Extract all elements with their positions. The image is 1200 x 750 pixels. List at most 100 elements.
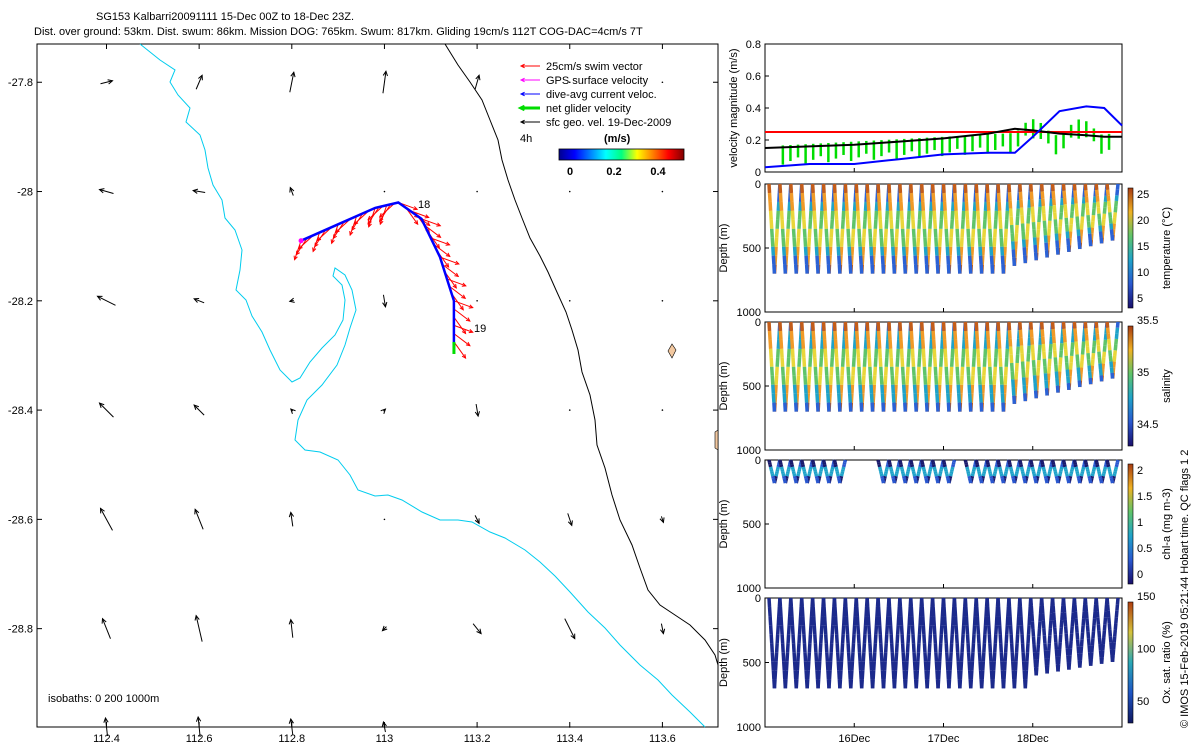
- temperature-profile-seg: [953, 192, 958, 203]
- temperature-profile-seg: [987, 210, 992, 220]
- salinity-profile-seg: [1039, 321, 1044, 330]
- temperature-profile-seg: [949, 228, 954, 238]
- temperature-profile-seg: [1031, 214, 1036, 223]
- temperature-profile-seg: [1042, 220, 1047, 229]
- oxygen-profile-seg: [840, 634, 845, 644]
- legend-label-swim: 25cm/s swim vector: [546, 61, 643, 73]
- oxygen-profile-seg: [879, 643, 884, 653]
- salinity-profile-seg: [771, 393, 776, 403]
- temperature-profile-seg: [959, 246, 964, 256]
- oxygen-profile-seg: [1083, 597, 1088, 605]
- salinity-profile-seg: [888, 339, 893, 349]
- chla-profile-seg: [767, 459, 772, 463]
- oxygen-profile-seg: [839, 652, 844, 662]
- oxygen-profile-seg: [923, 661, 928, 671]
- salinity-profile-seg: [815, 393, 820, 403]
- salinity-profile-seg: [968, 402, 973, 412]
- chla-profile-seg: [1063, 466, 1068, 470]
- salinity-profile-seg: [963, 321, 968, 332]
- oxygen-profile-seg: [1042, 635, 1047, 644]
- temperature-profile-seg: [1091, 208, 1096, 216]
- temperature-profile-seg: [785, 237, 790, 247]
- oxygen-profile-seg: [846, 652, 851, 662]
- temperature-profile-seg: [790, 201, 795, 211]
- salinity-profile-seg: [916, 366, 921, 376]
- chla-profile-seg: [801, 464, 806, 468]
- salinity-profile-seg: [1009, 362, 1014, 372]
- temperature-profile-seg: [1027, 199, 1032, 208]
- temperature-profile-seg: [791, 228, 796, 238]
- temperature-profile-seg: [767, 192, 772, 203]
- chla-profile-seg: [1031, 468, 1036, 472]
- oxygen-profile-seg: [814, 661, 819, 671]
- temperature-profile-seg: [888, 210, 893, 220]
- salinity-profile-seg: [891, 384, 896, 394]
- temperature-profile-seg: [954, 210, 959, 220]
- oxygen-profile-seg: [871, 661, 876, 671]
- oxygen-profile-seg: [1109, 642, 1114, 650]
- swim-vector: [433, 243, 451, 258]
- chla-profile-seg: [891, 478, 896, 482]
- oxygen-profile-seg: [1055, 664, 1060, 672]
- chla-profile-seg: [1060, 464, 1065, 468]
- oxygen-profile-seg: [951, 615, 956, 626]
- oxygen-profile-seg: [928, 634, 933, 644]
- chla-profile-seg: [769, 468, 774, 472]
- temperature-profile-seg: [906, 219, 911, 229]
- temperature-profile-seg: [1047, 220, 1052, 229]
- oxygen-profile-seg: [942, 606, 947, 617]
- surface-geostrophic-arrows: [96, 70, 666, 738]
- chla-colorbar-tick: 1.5: [1137, 491, 1152, 503]
- swim-vector: [293, 240, 302, 261]
- oxygen-profile-seg: [1086, 638, 1091, 646]
- chla-profile-seg: [883, 473, 888, 477]
- oxygen-profile-seg: [907, 615, 912, 626]
- salinity-profile-seg: [972, 339, 977, 349]
- salinity-profile-seg: [795, 384, 800, 394]
- oxygen-profile-seg: [900, 643, 905, 653]
- oxygen-profile-seg: [1066, 662, 1071, 670]
- oxygen-profile-seg: [774, 652, 779, 662]
- temperature-profile-seg: [829, 228, 834, 238]
- chla-profile-seg: [941, 459, 946, 463]
- chla-profile-seg: [943, 468, 948, 472]
- salinity-profile-seg: [1013, 379, 1018, 388]
- temperature-profile-seg: [812, 210, 817, 220]
- chla-profile-seg: [923, 475, 928, 479]
- sfc-vel-dot: [661, 81, 664, 84]
- swim-vector: [312, 232, 321, 253]
- temperature-profile-seg: [778, 183, 783, 194]
- temperature-profile-seg: [1076, 235, 1082, 243]
- sfc-vel-dot: [476, 190, 478, 193]
- sfc-vel-arrow: [288, 618, 294, 638]
- sfc-vel-dot: [383, 518, 386, 521]
- temperature-profile-seg: [926, 246, 931, 256]
- oxygen-profile-seg: [924, 679, 929, 689]
- chla-profile-seg: [1080, 468, 1085, 472]
- sfc-vel-arrow: [564, 618, 576, 640]
- temperature-profile-seg: [787, 201, 792, 211]
- temperature-profile-seg: [1074, 209, 1079, 217]
- salinity-profile-seg: [768, 339, 773, 349]
- chla-profile-seg: [997, 464, 1002, 468]
- oxygen-profile-seg: [1019, 615, 1024, 626]
- temperature-profile-seg: [933, 219, 938, 229]
- oxygen-profile-seg: [786, 634, 791, 644]
- temperature-profile-seg: [826, 264, 831, 274]
- temperature-ytick-label: 1000: [737, 307, 761, 319]
- chla-profile-seg: [783, 480, 788, 484]
- salinity-profile-seg: [1044, 380, 1049, 389]
- salinity-profile-seg: [861, 384, 866, 394]
- chla-profile-seg: [802, 468, 807, 472]
- oxygen-profile-seg: [1055, 656, 1060, 665]
- sfc-vel-arrow: [193, 297, 205, 304]
- oxygen-profile-seg: [789, 597, 794, 608]
- temperature-profile-seg: [1032, 237, 1037, 246]
- oxygen-profile-seg: [994, 615, 999, 626]
- chla-profile-seg: [843, 459, 848, 463]
- temperature-profile-seg: [882, 246, 887, 256]
- sfc-vel-arrow: [381, 625, 388, 632]
- oxygen-profile-seg: [1048, 628, 1053, 636]
- salinity-profile-seg: [1060, 335, 1065, 344]
- oxygen-profile-seg: [1105, 597, 1110, 605]
